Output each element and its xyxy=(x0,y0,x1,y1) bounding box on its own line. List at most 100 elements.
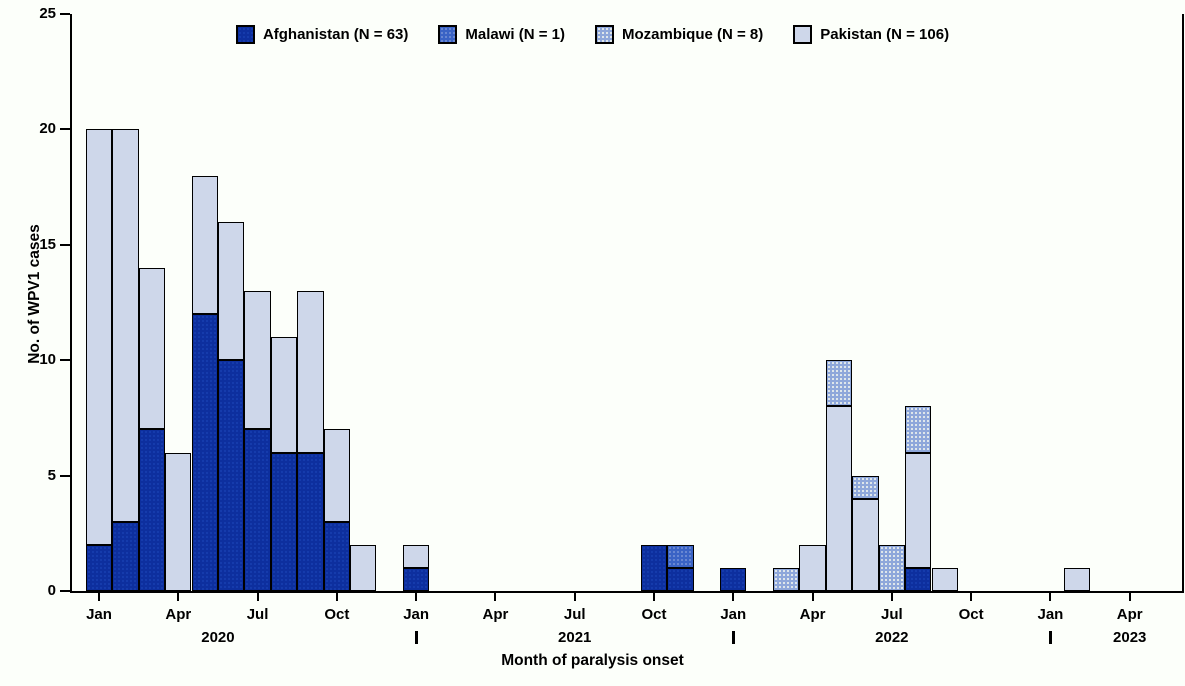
y-tick-label: 25 xyxy=(39,5,56,22)
pakistan-swatch xyxy=(793,24,813,44)
bar-segment-pakistan xyxy=(270,337,298,453)
bar-segment-afghanistan xyxy=(112,521,139,591)
x-tick xyxy=(415,593,418,601)
bar-segment-pakistan xyxy=(905,452,932,568)
x-tick xyxy=(573,593,576,601)
x-tick xyxy=(1049,593,1052,601)
bar-segment-pakistan xyxy=(112,129,139,522)
y-tick-label: 15 xyxy=(39,235,56,253)
legend-label: Mozambique (N = 8) xyxy=(621,25,764,43)
bar-segment-pakistan xyxy=(217,221,245,361)
mozambique-swatch xyxy=(594,24,614,44)
bar-segment-pakistan xyxy=(138,267,166,430)
x-tick xyxy=(732,593,735,601)
year-label: 2020 xyxy=(201,629,235,646)
y-tick-label: 0 xyxy=(47,582,56,599)
bar-segment-mozambique xyxy=(772,567,800,591)
x-tick xyxy=(494,593,497,601)
x-tick xyxy=(811,593,814,601)
x-tick-label: Oct xyxy=(958,606,984,623)
bar-segment-mozambique xyxy=(825,360,853,407)
bar-segment-pakistan xyxy=(931,567,958,591)
bar-segment-pakistan xyxy=(1063,567,1091,591)
x-tick-label: Jul xyxy=(246,606,269,623)
x-tick xyxy=(98,593,100,601)
bar-segment-pakistan xyxy=(297,290,324,453)
x-axis-title: Month of paralysis onset xyxy=(501,652,684,669)
legend-item-afghanistan: Afghanistan (N = 63) xyxy=(235,24,409,44)
x-tick xyxy=(335,593,338,601)
bar-segment-afghanistan xyxy=(720,567,747,591)
bar-segment-pakistan xyxy=(402,544,430,568)
bar-segment-pakistan xyxy=(85,129,113,545)
bar-segment-pakistan xyxy=(165,452,192,591)
bar-segment-mozambique xyxy=(905,406,932,453)
bar-segment-afghanistan xyxy=(138,429,166,591)
bar-segment-afghanistan xyxy=(297,452,324,591)
x-tick-label: Oct xyxy=(324,606,350,623)
x-tick-label: Jul xyxy=(563,606,586,623)
y-tick-label: 5 xyxy=(47,466,56,484)
bar-segment-afghanistan xyxy=(270,452,298,591)
y-tick xyxy=(60,474,70,477)
x-tick-label: Jan xyxy=(720,606,747,623)
x-tick-label: Jul xyxy=(881,606,903,623)
bar-segment-afghanistan xyxy=(402,567,430,591)
bar-segment-afghanistan xyxy=(217,360,245,591)
year-label: 2022 xyxy=(875,629,909,646)
legend-item-pakistan: Pakistan (N = 106) xyxy=(793,24,950,44)
y-tick-label: 20 xyxy=(39,120,56,138)
x-tick xyxy=(970,593,973,601)
year-divider xyxy=(415,631,418,644)
bar-segment-afghanistan xyxy=(244,429,271,591)
y-tick xyxy=(60,13,70,15)
bar-segment-pakistan xyxy=(825,406,853,591)
x-tick-label: Oct xyxy=(641,606,667,623)
x-tick-label: Jan xyxy=(86,606,112,623)
x-tick-label: Apr xyxy=(799,606,826,623)
bar-segment-afghanistan xyxy=(640,544,668,591)
x-tick-label: Jan xyxy=(1037,606,1064,623)
bar-segment-pakistan xyxy=(852,498,879,591)
malawi-swatch xyxy=(438,24,458,44)
bar-segment-afghanistan xyxy=(667,567,694,591)
x-tick-label: Apr xyxy=(165,606,192,623)
year-divider xyxy=(732,631,735,644)
y-tick xyxy=(60,359,70,362)
bar-segment-pakistan xyxy=(350,544,377,591)
x-tick-label: Apr xyxy=(1116,606,1143,623)
y-tick xyxy=(60,128,70,131)
chart-legend: Afghanistan (N = 63) Malawi (N = 1) Mozamb… xyxy=(0,22,1185,46)
y-tick-label: 10 xyxy=(39,351,56,369)
legend-item-malawi: Malawi (N = 1) xyxy=(438,24,565,44)
year-label: 2021 xyxy=(558,629,592,646)
bar-segment-afghanistan xyxy=(191,314,218,591)
bar-segment-mozambique xyxy=(878,544,906,591)
x-tick xyxy=(1128,593,1131,601)
bar-segment-pakistan xyxy=(191,175,218,315)
year-label: 2023 xyxy=(1113,629,1147,646)
legend-label: Pakistan (N = 106) xyxy=(820,25,950,43)
bar-segment-mozambique xyxy=(852,475,879,499)
afghanistan-swatch xyxy=(235,24,255,44)
legend-item-mozambique: Mozambique (N = 8) xyxy=(594,24,764,44)
y-tick xyxy=(60,590,70,592)
bar-segment-malawi xyxy=(667,544,694,568)
bar-segment-afghanistan xyxy=(323,521,351,591)
legend-label: Afghanistan (N = 63) xyxy=(262,25,409,43)
bar-segment-pakistan xyxy=(244,290,271,430)
x-tick xyxy=(177,593,180,601)
x-tick xyxy=(256,593,259,601)
bar-segment-pakistan xyxy=(323,429,351,522)
bar-segment-afghanistan xyxy=(85,544,113,591)
plot-area: No. of WPV1 cases 0 5 10 15 20 25 Jan Apr Jul Oct… xyxy=(26,6,1184,646)
bar-segment-afghanistan xyxy=(905,567,932,591)
x-tick xyxy=(890,593,893,601)
x-tick-label: Jan xyxy=(403,606,430,623)
bar-segment-pakistan xyxy=(799,544,826,591)
year-divider xyxy=(1049,631,1052,644)
y-tick xyxy=(60,243,70,246)
x-tick xyxy=(653,593,655,601)
x-tick-label: Apr xyxy=(482,606,509,623)
